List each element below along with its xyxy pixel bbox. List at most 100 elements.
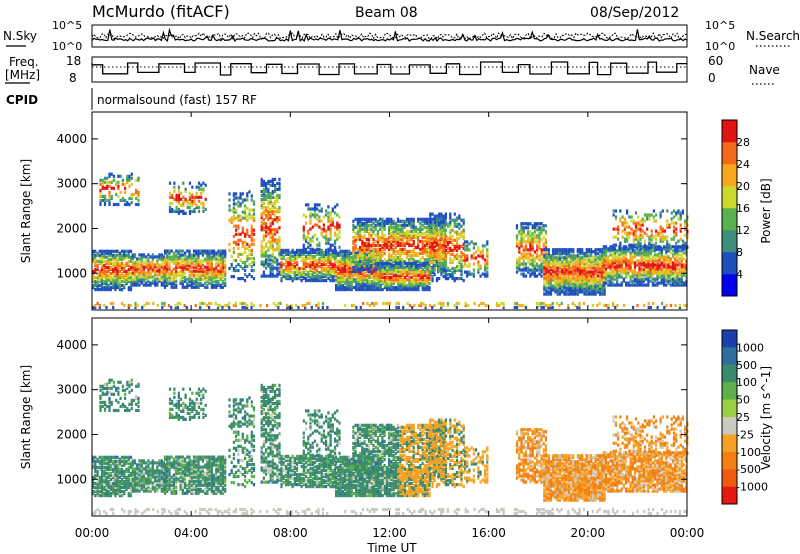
power-cell [440, 212, 443, 216]
power-cell [533, 268, 536, 272]
power-cell [544, 232, 548, 236]
power-cell [627, 261, 630, 265]
power-cell [208, 251, 211, 255]
power-cell [633, 253, 637, 257]
power-cell [239, 202, 242, 206]
power-cell [567, 282, 570, 286]
power-cell [388, 275, 391, 280]
power-cell [449, 230, 452, 234]
power-cell [341, 284, 344, 288]
power-cell [343, 255, 347, 259]
power-cell [154, 277, 157, 281]
power-cell [108, 180, 111, 184]
power-cell [105, 273, 108, 278]
power-cell [137, 192, 140, 196]
power-cell [629, 277, 632, 281]
power-cell [191, 185, 194, 189]
power-cell [388, 261, 391, 265]
power-cell [424, 263, 427, 267]
power-cell [570, 260, 573, 264]
power-cell [399, 223, 402, 227]
power-cell [429, 273, 432, 277]
power-cell [105, 284, 108, 288]
power-cell [658, 271, 661, 275]
power-cell [135, 190, 138, 194]
power-cell [237, 232, 240, 236]
power-cell [545, 258, 548, 262]
power-cell [570, 292, 573, 296]
power-cell [442, 268, 445, 273]
power-cell [421, 247, 424, 252]
power-cell [419, 258, 422, 262]
power-cell [278, 206, 281, 210]
power-cell [468, 242, 471, 246]
power-cell [468, 248, 471, 252]
power-cell [166, 269, 169, 273]
power-cell [533, 266, 536, 270]
power-cell [232, 210, 235, 214]
power-cell [140, 263, 143, 267]
power-cell [356, 253, 359, 258]
power-cell [262, 183, 265, 187]
power-cell [410, 219, 413, 223]
power-cell [376, 256, 380, 260]
power-cell [269, 258, 272, 262]
power-cell [421, 219, 424, 223]
power-cell [125, 277, 128, 282]
power-cell [403, 265, 407, 269]
power-cell [399, 237, 402, 241]
power-cell [601, 290, 604, 294]
power-cell [367, 223, 371, 227]
power-cell [341, 286, 344, 290]
power-cell [235, 228, 238, 232]
power-cell [396, 256, 400, 260]
power-cell [287, 248, 290, 252]
power-cell [370, 279, 373, 284]
power-cell [656, 271, 659, 275]
power-cell [654, 257, 657, 261]
power-cell [616, 281, 619, 285]
power-cell [660, 279, 663, 283]
power-cell [365, 241, 368, 245]
power-cell [486, 250, 489, 254]
power-cell [359, 223, 362, 227]
power-cell [325, 254, 328, 258]
power-cell [403, 251, 406, 256]
power-cell [348, 255, 351, 259]
power-cell [181, 267, 184, 271]
power-cell [224, 281, 227, 285]
power-cell [168, 257, 171, 261]
power-cell [322, 268, 325, 273]
power-cell [352, 245, 355, 250]
power-cell [232, 240, 235, 244]
power-cell [388, 256, 391, 260]
power-cell [136, 265, 139, 269]
power-cell [642, 271, 646, 275]
power-cell [357, 286, 360, 290]
power-cell [665, 263, 668, 267]
power-cell [213, 279, 216, 283]
power-cell [177, 201, 180, 205]
power-cell [318, 275, 321, 279]
power-cell [365, 243, 368, 248]
power-cell [458, 258, 461, 263]
power-cell [267, 216, 270, 220]
power-cell [642, 253, 646, 257]
power-cell [540, 270, 543, 274]
power-cell [453, 256, 456, 261]
power-cell [462, 236, 465, 240]
power-cell [379, 271, 382, 276]
power-cell [592, 274, 595, 278]
power-cell [603, 292, 606, 296]
power-cell [320, 275, 323, 279]
power-cell [364, 259, 367, 263]
power-cell [440, 220, 443, 224]
power-cell [341, 269, 344, 273]
power-cell [343, 288, 347, 292]
power-cell [215, 253, 218, 257]
power-cell [305, 254, 308, 258]
power-cell [522, 248, 525, 252]
power-cell [390, 288, 393, 292]
power-cell [354, 270, 357, 274]
power-cell [168, 207, 172, 211]
